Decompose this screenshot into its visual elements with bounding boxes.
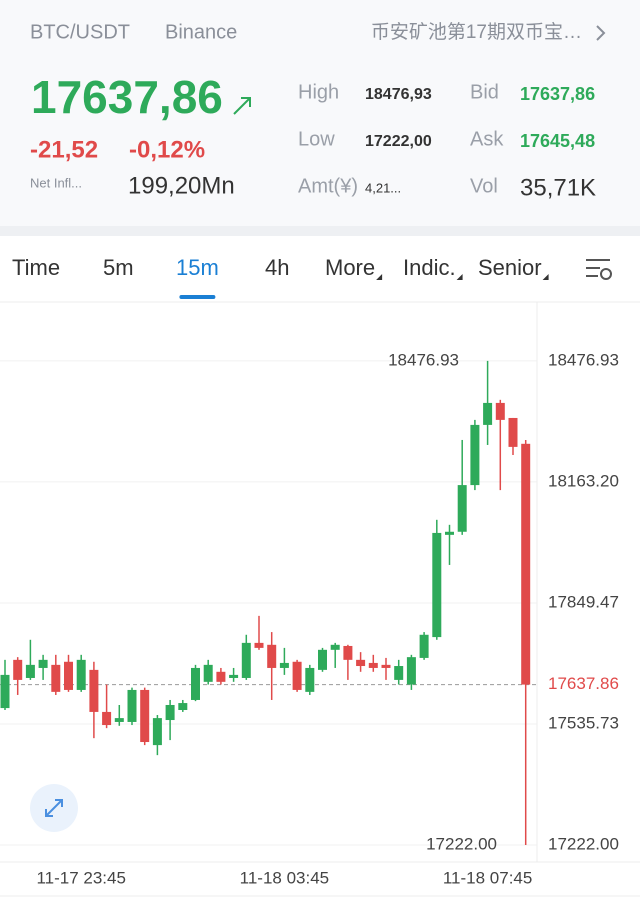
- candle-body: [318, 649, 327, 670]
- exchange[interactable]: Binance: [165, 21, 237, 43]
- candle-body: [216, 671, 226, 682]
- tab[interactable]: Indic.: [403, 255, 456, 280]
- change-pct: -0,12%: [129, 136, 205, 163]
- candle-body: [457, 485, 467, 532]
- candle-body: [152, 718, 162, 746]
- chevron[interactable]: [596, 25, 606, 41]
- tab[interactable]: More: [325, 255, 375, 280]
- header-bg: [0, 0, 640, 226]
- net-inflow-label: Net Infl...: [30, 175, 82, 190]
- promo[interactable]: 币安矿池第17期双币宝…: [371, 21, 582, 43]
- candle-body: [64, 661, 73, 690]
- candle-body: [203, 664, 213, 682]
- y-tick-label: 17849.47: [548, 592, 619, 611]
- candle-body: [254, 642, 264, 648]
- x-tick-label: 11-18 07:45: [443, 868, 532, 887]
- x-tick-label: 11-17 23:45: [36, 868, 125, 887]
- candle-body: [432, 532, 442, 638]
- candle-body: [381, 664, 391, 668]
- stat-value: 17637,86: [520, 84, 595, 104]
- candle-body: [102, 711, 112, 726]
- stat-label: Bid: [470, 81, 499, 103]
- net-inflow: 199,20Mn: [128, 172, 235, 199]
- candle-body: [330, 644, 340, 650]
- expand-button[interactable]: [30, 784, 78, 832]
- change: -21,52: [30, 136, 98, 163]
- candle-body: [89, 669, 99, 712]
- x-tick-label: 11-18 03:45: [240, 868, 329, 887]
- stat-label: Low: [298, 128, 335, 150]
- candle-body: [394, 666, 404, 680]
- candle-body: [445, 531, 454, 535]
- tab[interactable]: Senior: [478, 255, 542, 280]
- candle-body: [0, 674, 10, 709]
- tab[interactable]: 5m: [103, 255, 134, 280]
- dropdown-triangle: [376, 274, 383, 280]
- stat-value: 4,21...: [365, 180, 401, 195]
- pair[interactable]: BTC/USDT: [30, 21, 130, 43]
- candle-body: [76, 659, 86, 690]
- settings-icon[interactable]: [586, 259, 612, 280]
- y-tick-label: 18476.93: [548, 350, 619, 369]
- candle-body: [343, 645, 353, 660]
- candle-body: [38, 659, 48, 668]
- stat-value: 17645,48: [520, 131, 595, 151]
- y-tick-label: 17222.00: [548, 835, 619, 854]
- stat-label: Vol: [470, 175, 498, 197]
- stat-value: 35,71K: [520, 174, 596, 201]
- candle-body: [140, 689, 150, 743]
- tab-underline: [179, 295, 216, 299]
- candle-body: [483, 402, 493, 425]
- dropdown-triangle: [542, 274, 549, 280]
- stat-value: 18476,93: [365, 86, 432, 103]
- candle-body: [191, 667, 200, 700]
- candle-body: [267, 644, 277, 668]
- stat-label: High: [298, 81, 339, 103]
- price: 17637,86: [31, 71, 223, 123]
- up-arrow: [233, 97, 251, 115]
- candle-body: [356, 659, 366, 667]
- candle-body: [114, 718, 124, 722]
- candle-body: [508, 417, 518, 447]
- dropdown-triangle: [456, 274, 463, 280]
- candle-body: [127, 689, 137, 722]
- candle-body: [229, 674, 239, 678]
- candle-body: [279, 662, 289, 668]
- y-tick-label: 17535.73: [548, 713, 619, 732]
- candle-body: [51, 664, 61, 692]
- tab[interactable]: Time: [12, 255, 60, 280]
- candle-body: [521, 443, 531, 685]
- stat-label: Ask: [470, 128, 504, 150]
- candle-body: [165, 704, 175, 721]
- candle-body: [419, 634, 429, 658]
- candle-body: [495, 402, 505, 420]
- y-tick-label: 18163.20: [548, 471, 619, 490]
- low-label: 17222.00: [426, 835, 497, 854]
- last-price-label: 17637.86: [548, 674, 619, 693]
- high-label: 18476.93: [388, 350, 459, 369]
- candle-body: [292, 661, 302, 690]
- candle-body: [241, 642, 251, 678]
- candle-body: [13, 659, 23, 680]
- candle-body: [368, 662, 378, 668]
- candle-body: [25, 664, 35, 678]
- candle-body: [178, 703, 188, 711]
- stat-label: Amt(¥): [298, 175, 358, 197]
- separator: [0, 226, 640, 236]
- candle-body: [470, 424, 480, 486]
- stat-value: 17222,00: [365, 133, 432, 150]
- candle-body: [305, 667, 315, 692]
- tab[interactable]: 15m: [176, 255, 219, 280]
- candle-body: [406, 657, 416, 685]
- tab[interactable]: 4h: [265, 255, 289, 280]
